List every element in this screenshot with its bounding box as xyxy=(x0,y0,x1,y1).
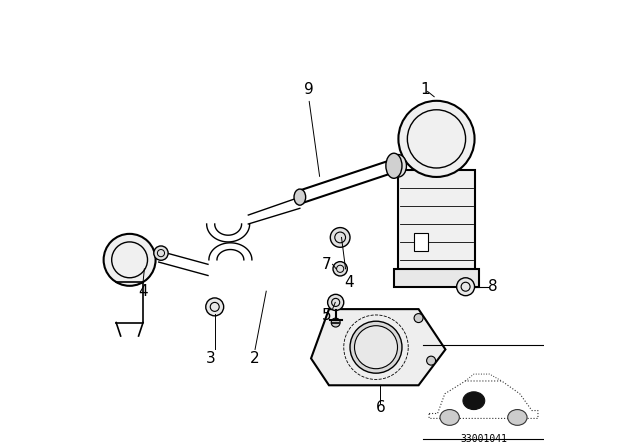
Ellipse shape xyxy=(386,153,402,178)
Circle shape xyxy=(104,234,156,286)
Circle shape xyxy=(206,298,224,316)
Circle shape xyxy=(330,228,350,247)
Circle shape xyxy=(350,321,402,373)
Circle shape xyxy=(154,246,168,260)
Polygon shape xyxy=(414,233,428,251)
Circle shape xyxy=(427,356,436,365)
Polygon shape xyxy=(311,309,445,385)
Polygon shape xyxy=(398,170,475,278)
Circle shape xyxy=(414,314,423,323)
Text: 3: 3 xyxy=(205,351,215,366)
Circle shape xyxy=(333,262,348,276)
Text: 5: 5 xyxy=(322,308,332,323)
Text: 7: 7 xyxy=(322,257,332,272)
Circle shape xyxy=(398,101,475,177)
Circle shape xyxy=(457,278,474,296)
Circle shape xyxy=(332,318,340,327)
Text: 1: 1 xyxy=(420,82,430,97)
Circle shape xyxy=(328,294,344,310)
Text: 2: 2 xyxy=(250,351,260,366)
Text: 4: 4 xyxy=(138,284,148,299)
Ellipse shape xyxy=(294,189,306,205)
Ellipse shape xyxy=(390,155,406,177)
Polygon shape xyxy=(394,269,479,287)
Text: 9: 9 xyxy=(304,82,314,97)
Text: 8: 8 xyxy=(488,279,497,294)
Circle shape xyxy=(355,326,397,369)
Text: 33001041: 33001041 xyxy=(460,435,507,444)
Text: 6: 6 xyxy=(376,400,385,415)
Text: 4: 4 xyxy=(344,275,354,290)
